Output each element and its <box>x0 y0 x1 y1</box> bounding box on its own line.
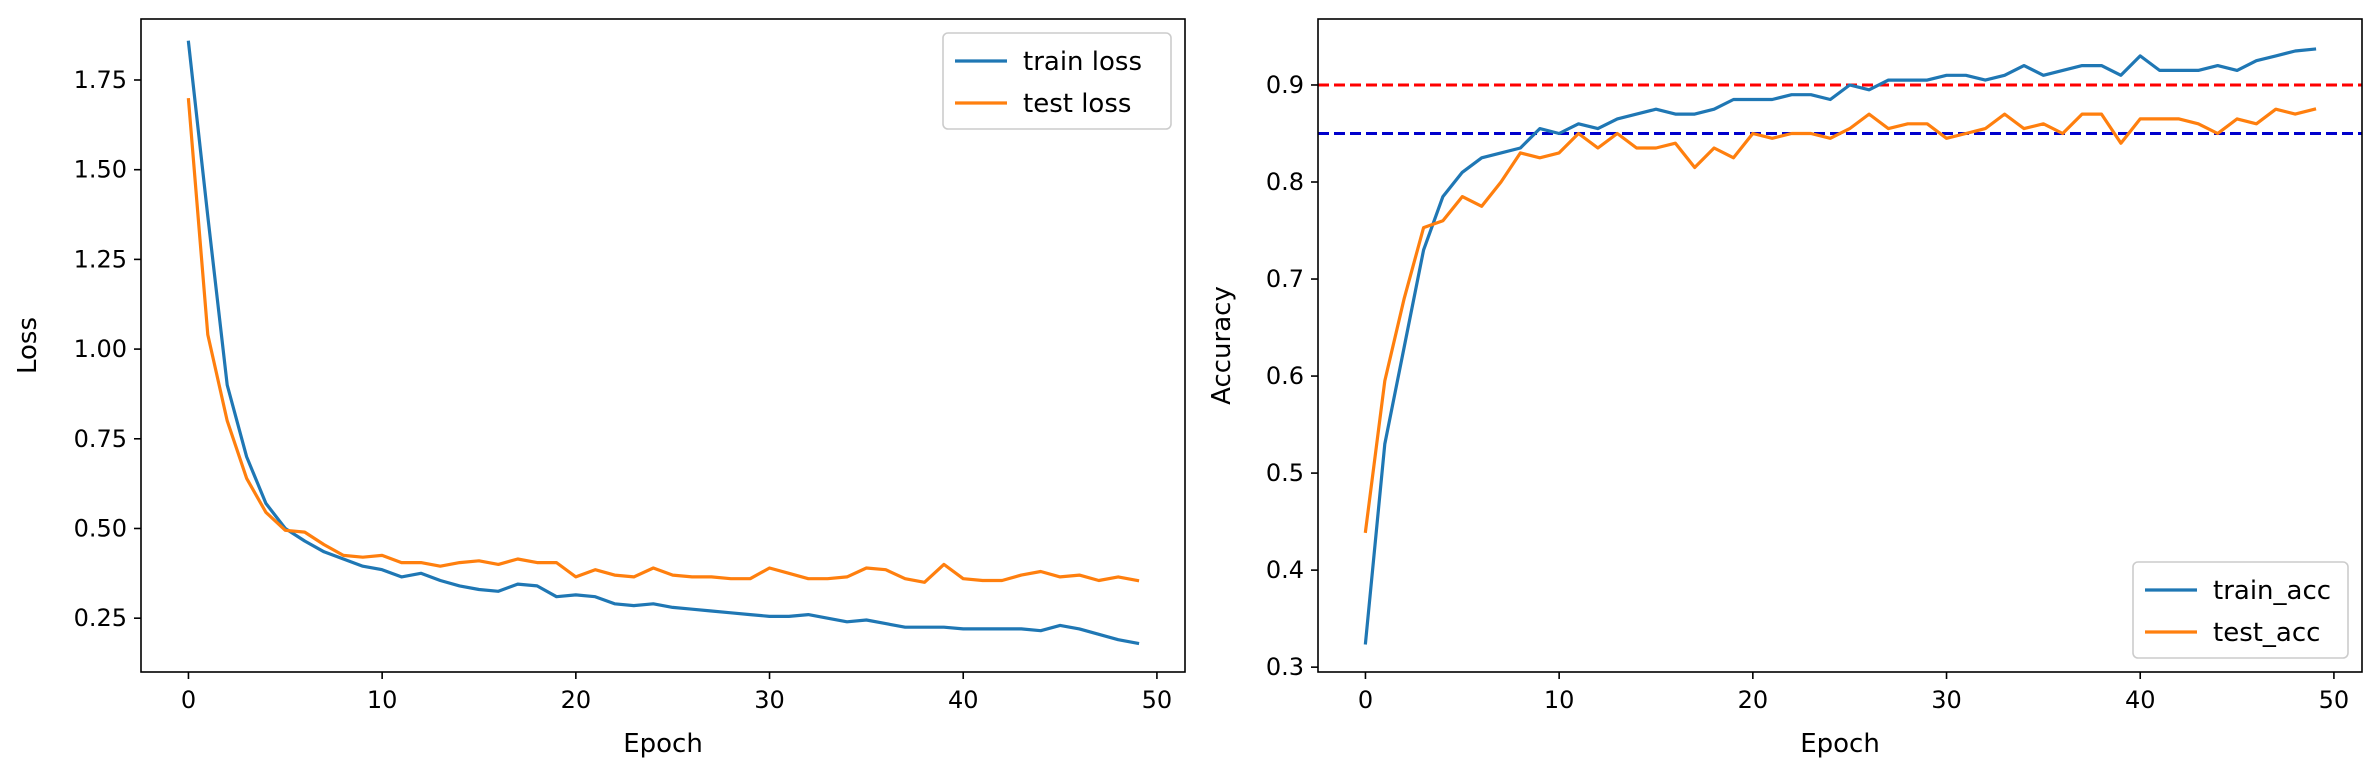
y-tick-label: 0.50 <box>74 514 127 542</box>
y-tick-label: 1.25 <box>74 245 127 273</box>
x-tick-label: 30 <box>1931 686 1962 714</box>
x-tick-label: 50 <box>1142 686 1173 714</box>
legend-entry: train loss <box>1023 47 1142 77</box>
legend: train loss test loss <box>942 32 1172 130</box>
legend-entry: test_acc <box>2213 618 2320 648</box>
legend-entry: test loss <box>1023 89 1131 119</box>
legend-entry: train_acc <box>2213 576 2331 606</box>
y-tick-label: 0.75 <box>74 425 127 453</box>
y-tick-label: 0.25 <box>74 604 127 632</box>
y-tick-label: 1.50 <box>74 156 127 184</box>
x-tick-label: 0 <box>1358 686 1373 714</box>
legend: train_acc test_acc <box>2132 561 2349 659</box>
plot-frame <box>140 18 1186 673</box>
x-tick-label: 20 <box>561 686 592 714</box>
y-axis-label: Accuracy <box>1207 286 1237 405</box>
y-tick-label: 0.4 <box>1266 556 1304 584</box>
x-tick-label: 10 <box>1544 686 1575 714</box>
x-tick-label: 10 <box>367 686 398 714</box>
x-axis-label: Epoch <box>623 729 703 759</box>
y-axis-label: Loss <box>13 317 43 374</box>
plot-frame <box>1317 18 2363 673</box>
x-tick-label: 40 <box>2125 686 2156 714</box>
accuracy-chart: 0 10 20 30 40 50 0.3 0.4 0.5 0.6 0.7 0.8 0.9 Epoch Acc… <box>1207 18 2363 759</box>
x-tick-label: 30 <box>754 686 785 714</box>
y-tick-label: 0.8 <box>1266 168 1304 196</box>
x-tick-label: 0 <box>181 686 196 714</box>
x-tick-label: 40 <box>948 686 979 714</box>
series-line-test-acc <box>1363 107 2317 534</box>
series-line-train-loss <box>186 40 1140 646</box>
series-line-train-acc <box>1363 47 2317 645</box>
y-tick-label: 0.5 <box>1266 459 1304 487</box>
y-tick-label: 0.3 <box>1266 653 1304 681</box>
y-tick-label: 0.6 <box>1266 362 1304 390</box>
y-tick-label: 0.7 <box>1266 265 1304 293</box>
y-tick-label: 0.9 <box>1266 71 1304 99</box>
y-tick-label: 1.75 <box>74 66 127 94</box>
series-line-test-loss <box>186 97 1140 584</box>
x-tick-label: 50 <box>2319 686 2350 714</box>
x-tick-label: 20 <box>1738 686 1769 714</box>
loss-chart: 0 10 20 30 40 50 0.25 0.50 0.75 1.00 1.25 1.50 1.75 E… <box>13 18 1186 759</box>
y-tick-label: 1.00 <box>74 335 127 363</box>
x-axis-label: Epoch <box>1800 729 1880 759</box>
legend-box <box>942 32 1172 130</box>
legend-box <box>2132 561 2349 659</box>
